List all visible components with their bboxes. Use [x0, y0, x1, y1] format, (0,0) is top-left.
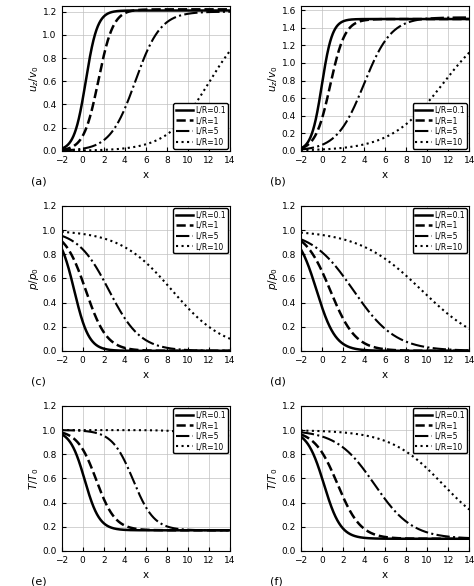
Y-axis label: $T/T_0$: $T/T_0$ — [266, 467, 280, 489]
X-axis label: x: x — [143, 170, 149, 180]
Text: (a): (a) — [31, 177, 47, 187]
Legend: L/R=0.1, L/R=1, L/R=5, L/R=10: L/R=0.1, L/R=1, L/R=5, L/R=10 — [173, 208, 228, 253]
Legend: L/R=0.1, L/R=1, L/R=5, L/R=10: L/R=0.1, L/R=1, L/R=5, L/R=10 — [413, 408, 467, 454]
Y-axis label: $p/p_0$: $p/p_0$ — [27, 267, 41, 289]
Text: (d): (d) — [271, 377, 286, 387]
X-axis label: x: x — [382, 570, 388, 580]
Legend: L/R=0.1, L/R=1, L/R=5, L/R=10: L/R=0.1, L/R=1, L/R=5, L/R=10 — [413, 103, 467, 148]
Text: (c): (c) — [31, 377, 46, 387]
X-axis label: x: x — [143, 370, 149, 380]
X-axis label: x: x — [382, 370, 388, 380]
Text: (f): (f) — [271, 577, 283, 586]
Text: (e): (e) — [31, 577, 47, 586]
Legend: L/R=0.1, L/R=1, L/R=5, L/R=10: L/R=0.1, L/R=1, L/R=5, L/R=10 — [173, 408, 228, 454]
Y-axis label: $T/T_0$: $T/T_0$ — [27, 467, 41, 489]
X-axis label: x: x — [382, 170, 388, 180]
Y-axis label: $p/p_0$: $p/p_0$ — [266, 267, 280, 289]
Text: (b): (b) — [271, 177, 286, 187]
Legend: L/R=0.1, L/R=1, L/R=5, L/R=10: L/R=0.1, L/R=1, L/R=5, L/R=10 — [413, 208, 467, 253]
X-axis label: x: x — [143, 570, 149, 580]
Y-axis label: $u_z/v_0$: $u_z/v_0$ — [27, 65, 41, 91]
Y-axis label: $u_z/v_0$: $u_z/v_0$ — [266, 65, 280, 91]
Legend: L/R=0.1, L/R=1, L/R=5, L/R=10: L/R=0.1, L/R=1, L/R=5, L/R=10 — [173, 103, 228, 148]
